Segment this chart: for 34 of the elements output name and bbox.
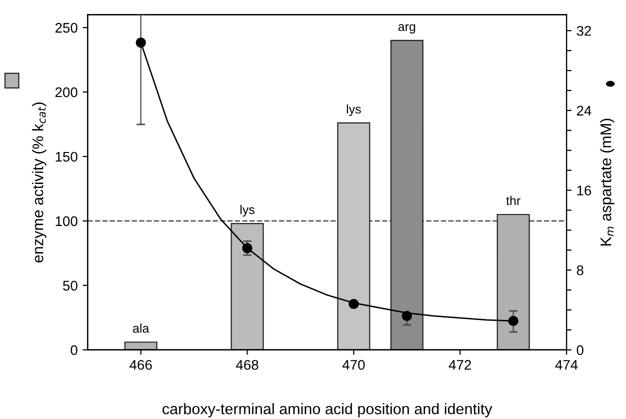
x-tick-label: 472 (448, 360, 471, 370)
annotation: lys (346, 104, 361, 116)
point (348, 298, 359, 310)
bar (337, 122, 370, 350)
bar (124, 342, 158, 350)
x-tick-label: 474 (555, 360, 578, 370)
y-axis-title: enzyme activity (% k$_{cat}$) (32, 102, 46, 262)
point (242, 243, 252, 254)
annotation: lys (240, 204, 254, 217)
y-tick-label: 100 (56, 216, 78, 226)
point (136, 38, 146, 48)
y-tick-label: 50 (63, 280, 78, 291)
y-tick-label: 250 (55, 22, 78, 33)
x-tick-label: 470 (342, 360, 365, 370)
y2-tick-label: 32 (576, 26, 592, 36)
y2-tick-label: 8 (576, 265, 584, 276)
point (402, 310, 412, 322)
y-tick-label: 0 (70, 345, 78, 356)
x-axis-title: carboxy-terminal amino acid position and identity (162, 403, 492, 418)
y-tick-label: 150 (56, 152, 78, 162)
y2-axis-title: K$_{m}$ aspartate (mM) (600, 118, 614, 246)
bar (390, 40, 424, 350)
y2-tick-label: 24 (576, 106, 592, 116)
y2-tick-label: 0 (576, 345, 584, 356)
bar (230, 222, 264, 350)
y-tick-label: 200 (55, 87, 78, 98)
y2-tick-label: 16 (577, 186, 592, 196)
x-tick-label: 466 (130, 360, 152, 370)
annotation: ala (133, 324, 150, 333)
point (508, 316, 518, 326)
bar (496, 214, 530, 350)
x-tick-label: 468 (236, 360, 258, 370)
annotation: thr (506, 196, 520, 206)
annotation: arg (398, 24, 416, 34)
